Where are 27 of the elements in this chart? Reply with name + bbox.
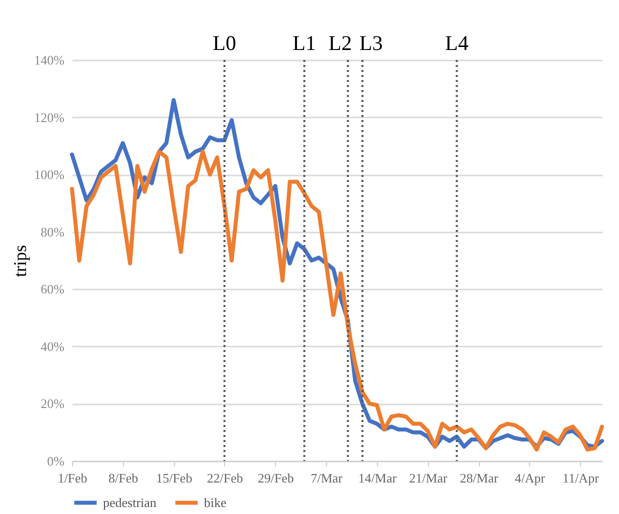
y-tick-label: 20% [40,396,65,412]
x-tick-label: 14/Mar [358,470,398,486]
x-tick-label: 1/Feb [58,470,88,486]
x-tick-label: 29/Feb [258,470,294,486]
y-tick-label: 140% [34,52,65,68]
x-tick-label: 22/Feb [206,470,244,486]
y-tick-label: 60% [40,282,65,297]
legend-label: bike [204,494,227,510]
ref-line-label: L3 [359,31,383,55]
ref-line-label: L0 [212,31,236,55]
x-tick-label: 11/Apr [562,470,600,486]
x-tick-label: 4/Apr [514,470,546,486]
x-tick-label: 8/Feb [108,470,138,486]
x-tick-label: 21/Mar [409,470,448,486]
y-tick-label: 40% [40,338,65,354]
x-tick-label: 7/Mar [310,470,344,486]
ref-line-label: L2 [328,31,352,55]
legend-label: pedestrian [103,494,157,510]
x-tick-label: 28/Mar [460,470,499,486]
y-tick-label: 100% [34,167,65,182]
y-tick-label: 120% [34,110,65,125]
ref-line-label: L4 [445,31,469,55]
x-tick-label: 15/Feb [156,470,192,486]
y-axis-title: trips [10,244,30,278]
y-tick-label: 0% [47,454,65,468]
ref-line-label: L1 [292,31,316,55]
y-tick-label: 80% [40,224,65,240]
